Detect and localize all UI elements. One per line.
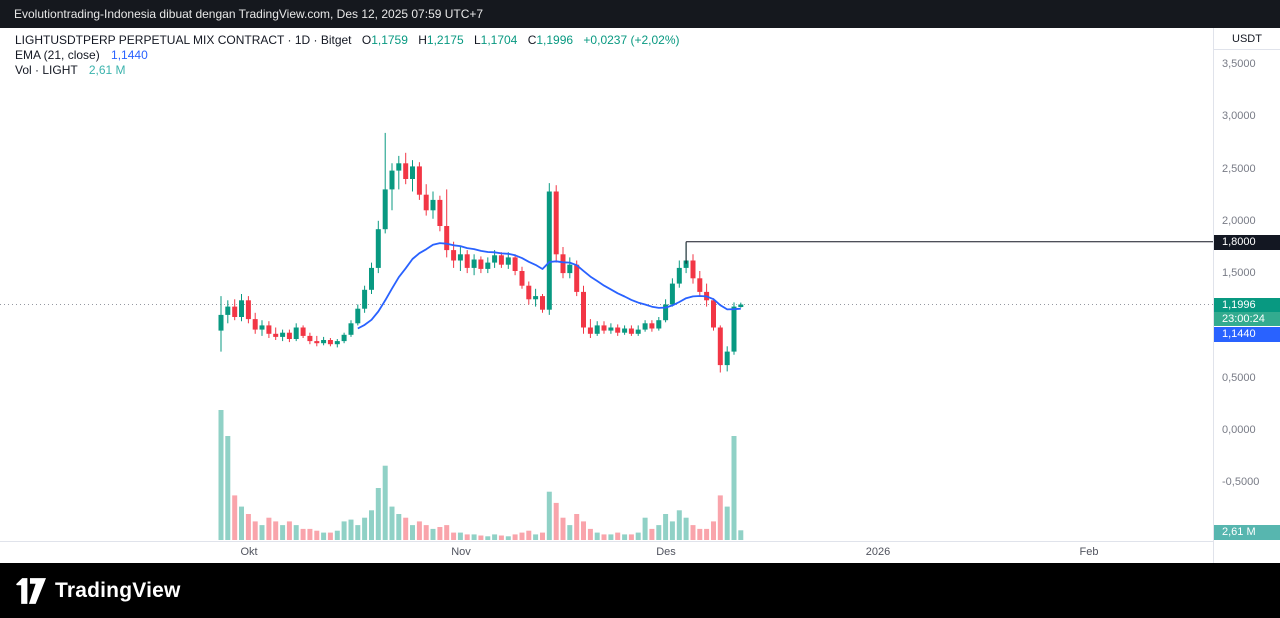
low-label: L: [473, 33, 481, 47]
share-header-text: Evolutiontrading-Indonesia dibuat dengan…: [14, 7, 484, 21]
time-axis-label: Feb: [1079, 546, 1099, 558]
time-axis-separator: [0, 541, 1280, 542]
price-axis[interactable]: USDT 3,5000 3,0000 2,5000 2,0000 1,5000 0,500…: [1213, 28, 1280, 563]
currency-label: USDT: [1214, 28, 1280, 50]
price-axis-label: 0,5000: [1222, 371, 1256, 384]
tradingview-logo[interactable]: TradingView: [16, 577, 181, 604]
tradingview-wordmark: TradingView: [55, 578, 181, 602]
open-label: O: [361, 33, 372, 47]
time-axis-label: Nov: [451, 546, 471, 558]
price-axis-label: 1,5000: [1222, 267, 1256, 280]
close-value: 1,1996: [536, 33, 574, 47]
price-axis-label: -0,5000: [1222, 476, 1260, 489]
price-line-badge-value: 1,8000: [1222, 235, 1256, 248]
ema-price-badge[interactable]: 1,1440: [1214, 326, 1280, 342]
price-axis-label: 0,0000: [1222, 424, 1256, 436]
volume-indicator-label: Vol · LIGHT: [15, 63, 78, 77]
time-axis-label: Des: [656, 546, 676, 558]
last-price-badge[interactable]: 1,1996 23:00:24: [1214, 297, 1280, 326]
tradingview-logo-icon: [16, 577, 46, 604]
candlestick-chart[interactable]: [0, 28, 1213, 563]
ema-row[interactable]: EMA (21, close) 1,1440: [15, 48, 680, 63]
ema-price-badge-value: 1,1440: [1222, 327, 1256, 340]
symbol-row: LIGHTUSDTPERP PERPETUAL MIX CONTRACT · 1…: [15, 33, 680, 48]
open-value: 1,1759: [371, 33, 408, 47]
share-header-bar: Evolutiontrading-Indonesia dibuat dengan…: [0, 0, 1280, 28]
price-axis-label: 2,5000: [1222, 162, 1256, 175]
high-label: H: [418, 33, 427, 47]
volume-badge[interactable]: 2,61 M: [1214, 525, 1280, 540]
footer-bar: TradingView: [0, 563, 1280, 618]
chart-region: LIGHTUSDTPERP PERPETUAL MIX CONTRACT · 1…: [0, 28, 1280, 563]
bar-close-countdown: 23:00:24: [1214, 311, 1280, 326]
time-axis-label: Okt: [240, 546, 258, 558]
low-value: 1,1704: [480, 33, 518, 47]
price-axis-label: 3,0000: [1222, 110, 1256, 123]
volume-row[interactable]: Vol · LIGHT 2,61 M: [15, 63, 680, 78]
change-value: +0,0237 (+2,02%): [583, 33, 680, 47]
price-axis-label: 2,0000: [1222, 214, 1256, 227]
ema-indicator-value: 1,1440: [111, 48, 148, 62]
high-value: 1,2175: [426, 33, 464, 47]
symbol-title[interactable]: LIGHTUSDTPERP PERPETUAL MIX CONTRACT · 1…: [15, 33, 352, 47]
ohlc-open: O1,1759: [362, 33, 408, 47]
price-axis-label: 3,5000: [1222, 57, 1256, 70]
chart-legend: LIGHTUSDTPERP PERPETUAL MIX CONTRACT · 1…: [15, 33, 680, 78]
ema-indicator-label: EMA (21, close): [15, 48, 100, 62]
price-line-badge[interactable]: 1,8000: [1214, 234, 1280, 250]
time-axis-label: 2026: [865, 546, 891, 558]
ohlc-high: H1,2175: [418, 33, 463, 47]
ohlc-close: C1,1996: [528, 33, 573, 47]
ohlc-low: L1,1704: [474, 33, 517, 47]
volume-badge-value: 2,61 M: [1222, 526, 1256, 538]
last-price-value: 1,1996: [1214, 297, 1280, 312]
volume-indicator-value: 2,61 M: [88, 63, 126, 77]
close-label: C: [527, 33, 537, 47]
